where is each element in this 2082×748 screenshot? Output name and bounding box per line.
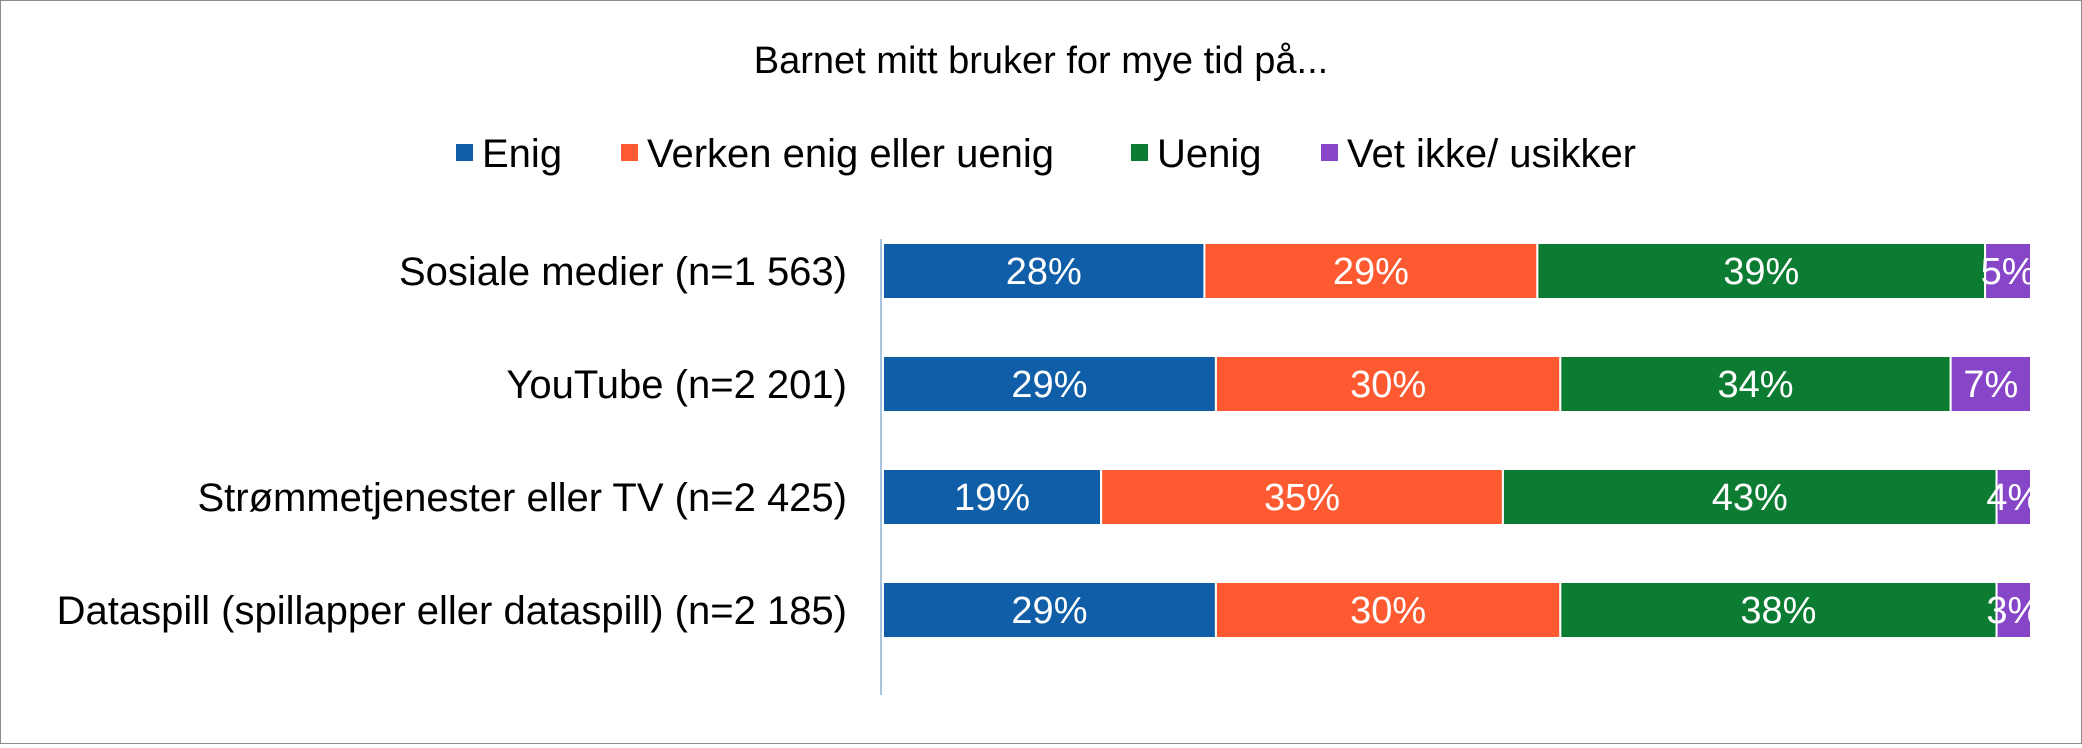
data-label-uenig: 43% (1712, 477, 1788, 519)
bar-segment-enig (882, 355, 1217, 413)
data-label-vet-ikke-usikker: 3% (1986, 590, 2041, 632)
bar-segment-vet-ikke-usikker (1949, 355, 2033, 413)
category-label: Dataspill (spillapper eller dataspill) (… (57, 589, 847, 633)
bar-segment-enig (882, 581, 1217, 639)
legend-swatch-uenig (1131, 144, 1148, 161)
bar-segment-vet-ikke-usikker (1984, 242, 2032, 300)
category-label: Strømmetjenester eller TV (n=2 425) (197, 476, 847, 520)
data-label-enig: 19% (954, 477, 1030, 519)
data-label-verken-enig-eller-uenig: 35% (1264, 477, 1340, 519)
data-label-uenig: 34% (1717, 364, 1793, 406)
legend: Enig Verken enig eller uenig Uenig Vet ikke… (456, 132, 1636, 176)
category-label: YouTube (n=2 201) (506, 363, 847, 407)
bar-segment-verken-enig-eller-uenig (1214, 355, 1562, 413)
bars-group: 28% 29% 39% 5% 29% 30% 34% 7% 19% 35% 43% 4% 29% 30% 3… (882, 242, 2041, 639)
data-label-verken-enig-eller-uenig: 30% (1350, 364, 1426, 406)
data-label-uenig: 38% (1740, 590, 1816, 632)
data-label-vet-ikke-usikker: 5% (1981, 251, 2036, 293)
data-label-uenig: 39% (1723, 251, 1799, 293)
legend-label-enig: Enig (482, 132, 562, 176)
data-label-verken-enig-eller-uenig: 30% (1350, 590, 1426, 632)
bar-segment-enig (882, 242, 1206, 300)
bar-segment-vet-ikke-usikker (1995, 581, 2033, 639)
data-label-vet-ikke-usikker: 7% (1963, 364, 2018, 406)
bar-segment-enig (882, 468, 1103, 526)
data-label-enig: 29% (1011, 590, 1087, 632)
bar-segment-verken-enig-eller-uenig (1214, 581, 1562, 639)
legend-swatch-verken-enig-eller-uenig (621, 144, 638, 161)
category-label: Sosiale medier (n=1 563) (399, 250, 847, 294)
data-label-enig: 28% (1006, 251, 1082, 293)
data-label-enig: 29% (1011, 364, 1087, 406)
data-label-vet-ikke-usikker: 4% (1986, 477, 2041, 519)
legend-swatch-vet-ikke-usikker (1321, 144, 1338, 161)
bar-segment-uenig (1536, 242, 1987, 300)
legend-label-verken-enig-eller-uenig: Verken enig eller uenig (647, 132, 1054, 176)
bar-segment-uenig (1559, 355, 1952, 413)
legend-label-vet-ikke-usikker: Vet ikke/ usikker (1347, 132, 1636, 176)
bar-segment-verken-enig-eller-uenig (1203, 242, 1539, 300)
bar-segment-verken-enig-eller-uenig (1100, 468, 1504, 526)
category-labels: Sosiale medier (n=1 563) YouTube (n=2 201… (57, 250, 847, 633)
data-label-verken-enig-eller-uenig: 29% (1333, 251, 1409, 293)
bar-segment-vet-ikke-usikker (1995, 468, 2033, 526)
chart-title: Barnet mitt bruker for mye tid på... (754, 40, 1328, 82)
legend-swatch-enig (456, 144, 473, 161)
legend-label-uenig: Uenig (1157, 132, 1262, 176)
